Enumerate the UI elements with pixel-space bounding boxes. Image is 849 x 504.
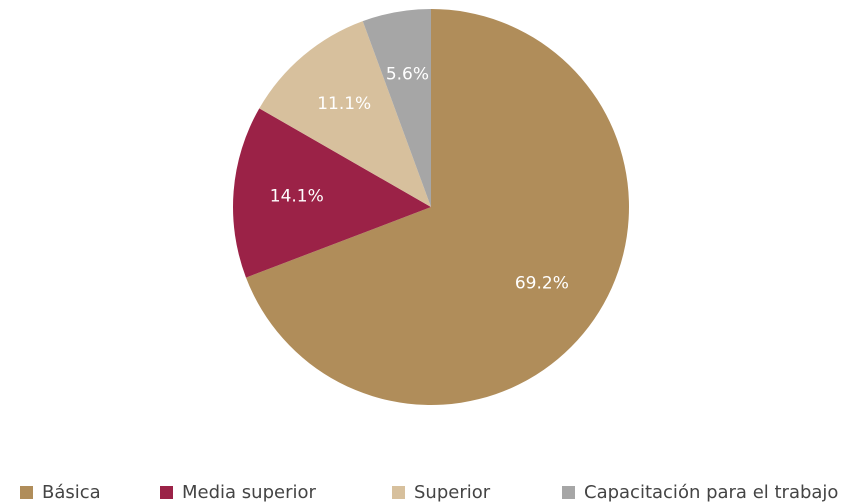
legend-item-basica[interactable]: Básica	[20, 481, 101, 503]
data-label-basica: 69.2%	[515, 273, 569, 293]
pie-data-labels: 69.2% 14.1% 11.1% 5.6%	[270, 64, 569, 293]
legend-label-media-superior: Media superior	[182, 481, 316, 503]
pie-slice-capacitacion-para-el-trabajo[interactable]	[362, 8, 431, 207]
data-label-capacitacion-para-el-trabajo: 5.6%	[386, 64, 429, 84]
legend-item-superior[interactable]: Superior	[392, 481, 490, 503]
legend-swatch-capacitacion	[562, 485, 575, 499]
legend-label-capacitacion: Capacitación para el trabajo	[584, 481, 839, 503]
pie-slice-superior[interactable]	[259, 21, 431, 208]
legend-item-media-superior[interactable]: Media superior	[160, 481, 316, 503]
pie-chart: 69.2% 14.1% 11.1% 5.6%	[232, 8, 629, 405]
pie-slice-media-superior[interactable]	[232, 108, 431, 278]
data-label-media-superior: 14.1%	[270, 186, 324, 206]
data-label-superior: 11.1%	[317, 94, 371, 114]
legend-swatch-superior	[392, 485, 405, 499]
pie-slices	[232, 8, 629, 405]
legend-label-basica: Básica	[42, 481, 101, 503]
pie-slice-basica[interactable]	[246, 9, 629, 405]
legend-label-superior: Superior	[414, 481, 491, 503]
legend-swatch-basica	[20, 485, 33, 499]
legend-item-capacitacion[interactable]: Capacitación para el trabajo	[562, 481, 838, 503]
legend-swatch-media-superior	[160, 485, 173, 499]
